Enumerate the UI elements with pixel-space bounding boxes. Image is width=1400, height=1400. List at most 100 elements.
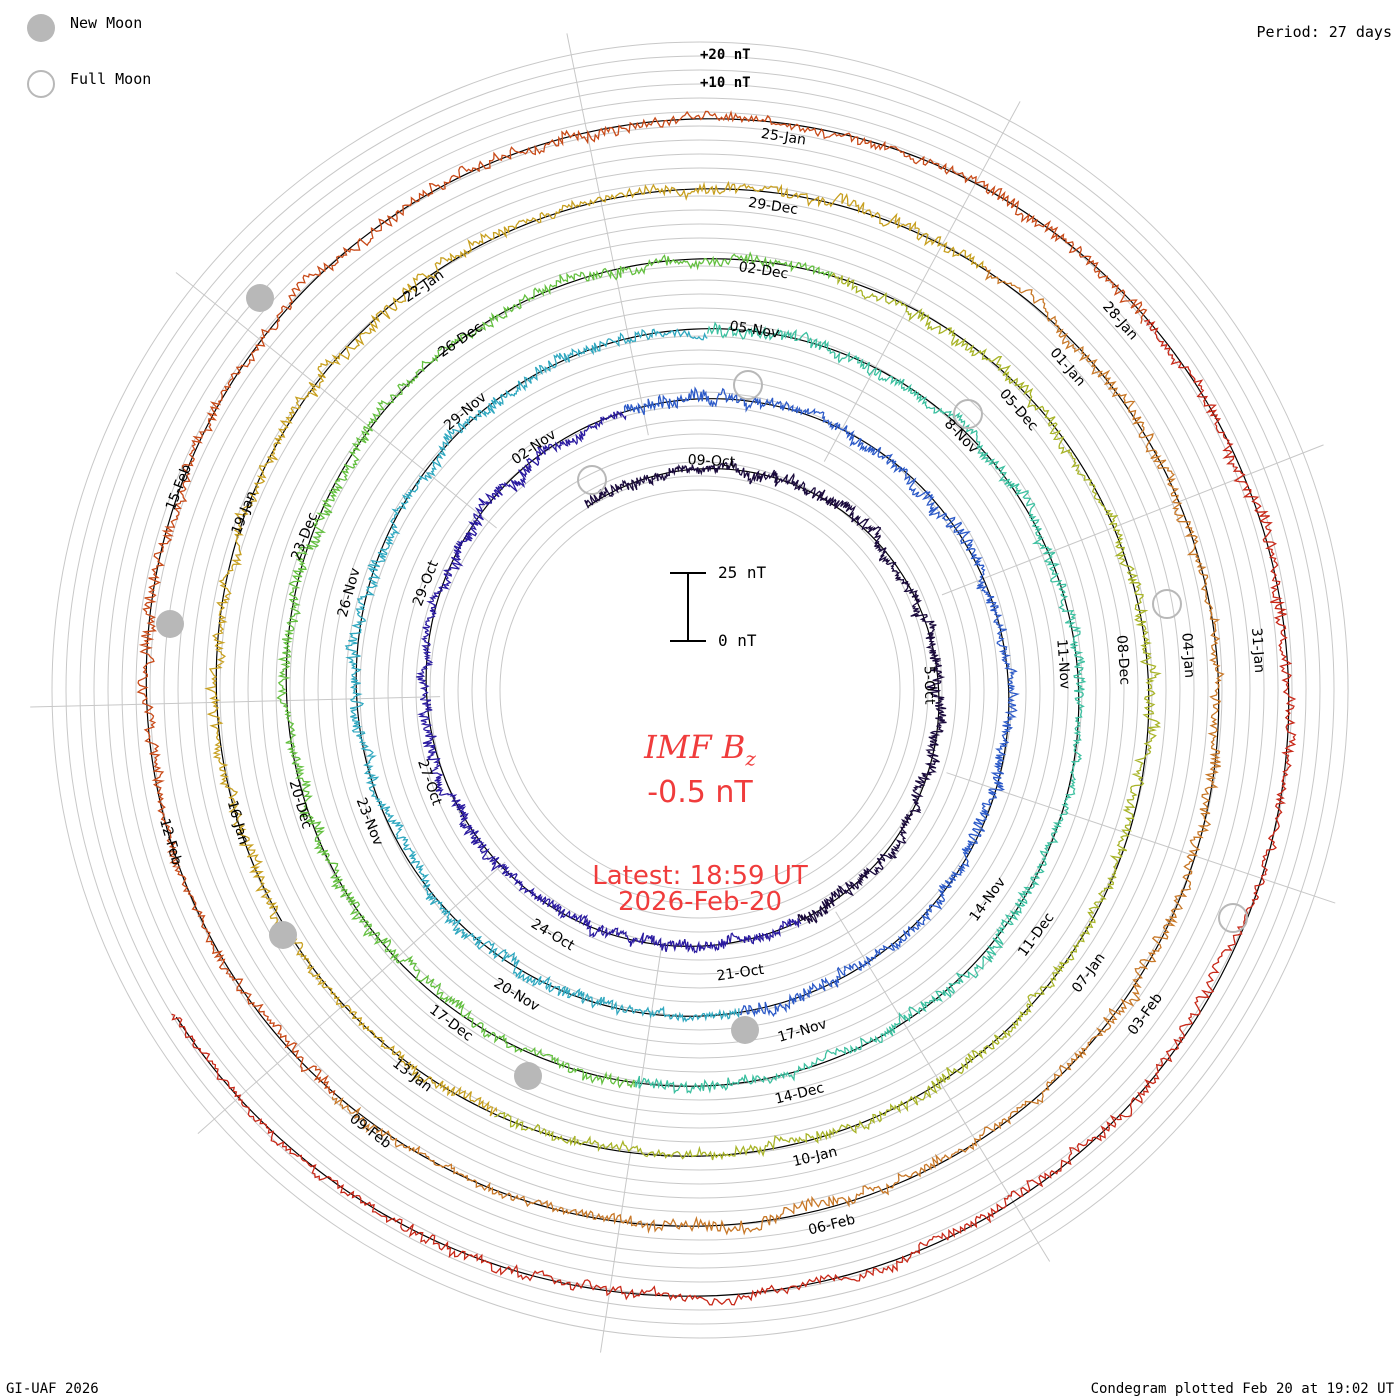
date-label: 11-Nov <box>1053 639 1073 690</box>
grid-circle <box>121 111 1279 1269</box>
grid-circle <box>219 209 1181 1171</box>
grid-radial <box>946 772 1336 904</box>
grid-circle <box>415 405 985 975</box>
date-label: 05-Nov <box>728 318 780 341</box>
grid-circle <box>205 195 1195 1185</box>
scale-bar-bottom-tick <box>670 640 706 642</box>
grid-circle <box>359 349 1041 1031</box>
date-label: 13-Jan <box>389 1055 435 1095</box>
grid-radial <box>566 33 649 436</box>
grid-circle <box>65 55 1335 1325</box>
ring-label-plus10: +10 nT <box>700 75 751 91</box>
scale-bar-top-label: 25 nT <box>718 563 767 582</box>
imf-trace-segment-8 <box>204 180 985 1117</box>
date-label: 06-Feb <box>807 1212 857 1239</box>
grid-circle <box>275 265 1125 1115</box>
new-moon-marker <box>514 1062 542 1090</box>
zero-baseline-spiral <box>145 118 1290 1297</box>
grid-circle <box>163 153 1237 1227</box>
imf-trace-segment-11 <box>171 319 1297 1306</box>
grid-radial <box>30 696 441 708</box>
new-moon-marker <box>156 610 184 638</box>
new-moon-marker <box>731 1016 759 1044</box>
new-moon-legend-icon <box>27 14 55 42</box>
date-label: 15-Feb <box>163 462 195 512</box>
grid-radial <box>175 272 497 529</box>
scale-bar-top-tick <box>670 572 706 574</box>
grid-circle <box>261 251 1139 1129</box>
grid-circle <box>79 69 1321 1311</box>
latest-date: 2026-Feb-20 <box>617 887 783 917</box>
grid-circle <box>457 447 943 933</box>
date-label: 17-Nov <box>776 1016 829 1046</box>
imf-trace-segment-5 <box>634 321 1087 1095</box>
imf-trace-segment-3 <box>623 386 1020 1018</box>
new-moon-marker <box>269 921 297 949</box>
imf-value: -0.5 nT <box>647 775 753 810</box>
grid-circle <box>331 321 1069 1059</box>
date-label: 09-Feb <box>346 1111 394 1152</box>
date-label: 12-Feb <box>156 817 185 867</box>
imf-trace-segment-2 <box>416 410 802 954</box>
full-moon-legend-icon <box>27 70 55 98</box>
grid-radial <box>197 861 506 1134</box>
grid-radial <box>941 444 1324 596</box>
imf-trace-segment-6 <box>276 251 833 1089</box>
grid-circle <box>429 419 971 961</box>
date-label: 19-Jan <box>229 489 260 537</box>
date-label: 07-Jan <box>1069 950 1109 996</box>
date-label: 31-Jan <box>1248 627 1267 673</box>
date-label: 09-Oct <box>687 452 736 470</box>
new-moon-legend-label: New Moon <box>70 14 143 32</box>
full-moon-marker <box>577 465 607 495</box>
date-label: 29-Dec <box>747 195 799 218</box>
date-label: 05-Dec <box>996 386 1041 434</box>
full-moon-marker <box>953 399 983 429</box>
imf-trace-segment-10 <box>136 110 1148 1096</box>
grid-circle <box>177 167 1223 1213</box>
grid-circle <box>401 391 999 989</box>
period-label: Period: 27 days <box>1256 23 1392 41</box>
footer-credit: GI-UAF 2026 <box>6 1381 99 1397</box>
footer-plotted: Condegram plotted Feb 20 at 19:02 UT <box>1090 1381 1394 1397</box>
grid-circle <box>51 41 1349 1339</box>
date-label: 08-Dec <box>1113 635 1133 686</box>
grid-circle <box>135 125 1265 1255</box>
date-label: 23-Dec <box>288 510 321 562</box>
grid-radial <box>823 101 1021 462</box>
imf-title-main: IMF B <box>644 728 746 766</box>
imf-trace-segment-9 <box>331 266 1225 1236</box>
moon-marker-layer <box>156 284 1248 1090</box>
ring-label-plus20: +20 nT <box>700 47 751 63</box>
grid-circle <box>471 461 929 919</box>
date-label: 25-Jan <box>760 126 807 149</box>
scale-bar <box>687 573 689 641</box>
grid-circle <box>107 97 1293 1283</box>
full-moon-legend-label: Full Moon <box>70 70 152 88</box>
new-moon-marker <box>246 284 274 312</box>
grid-circle <box>247 237 1153 1143</box>
imf-title-sub: z <box>745 746 756 771</box>
full-moon-marker <box>1218 903 1248 933</box>
date-label: 14-Dec <box>773 1080 825 1107</box>
date-label: 03-Feb <box>1125 990 1166 1038</box>
grid-radial <box>835 911 1051 1262</box>
grid-circle <box>289 279 1111 1101</box>
grid-circle <box>345 335 1055 1045</box>
latest-time: Latest: 18:59 UT <box>592 861 808 891</box>
grid-circle <box>149 139 1251 1241</box>
imf-title: IMF Bz <box>0 728 1400 770</box>
grid-circle <box>191 181 1209 1199</box>
full-moon-marker <box>1152 589 1182 619</box>
imf-trace-segment-4 <box>344 328 740 1023</box>
date-label: 5-Oct <box>921 666 938 705</box>
grid-circle <box>499 489 901 891</box>
imf-trace-segment-7 <box>494 272 1162 1161</box>
date-label: 21-Oct <box>716 962 766 985</box>
full-moon-marker <box>733 370 763 400</box>
date-label: 04-Jan <box>1178 632 1197 678</box>
imf-trace-segment-1 <box>584 459 947 924</box>
grid-circle <box>485 475 915 905</box>
scale-bar-bottom-label: 0 nT <box>718 631 757 650</box>
